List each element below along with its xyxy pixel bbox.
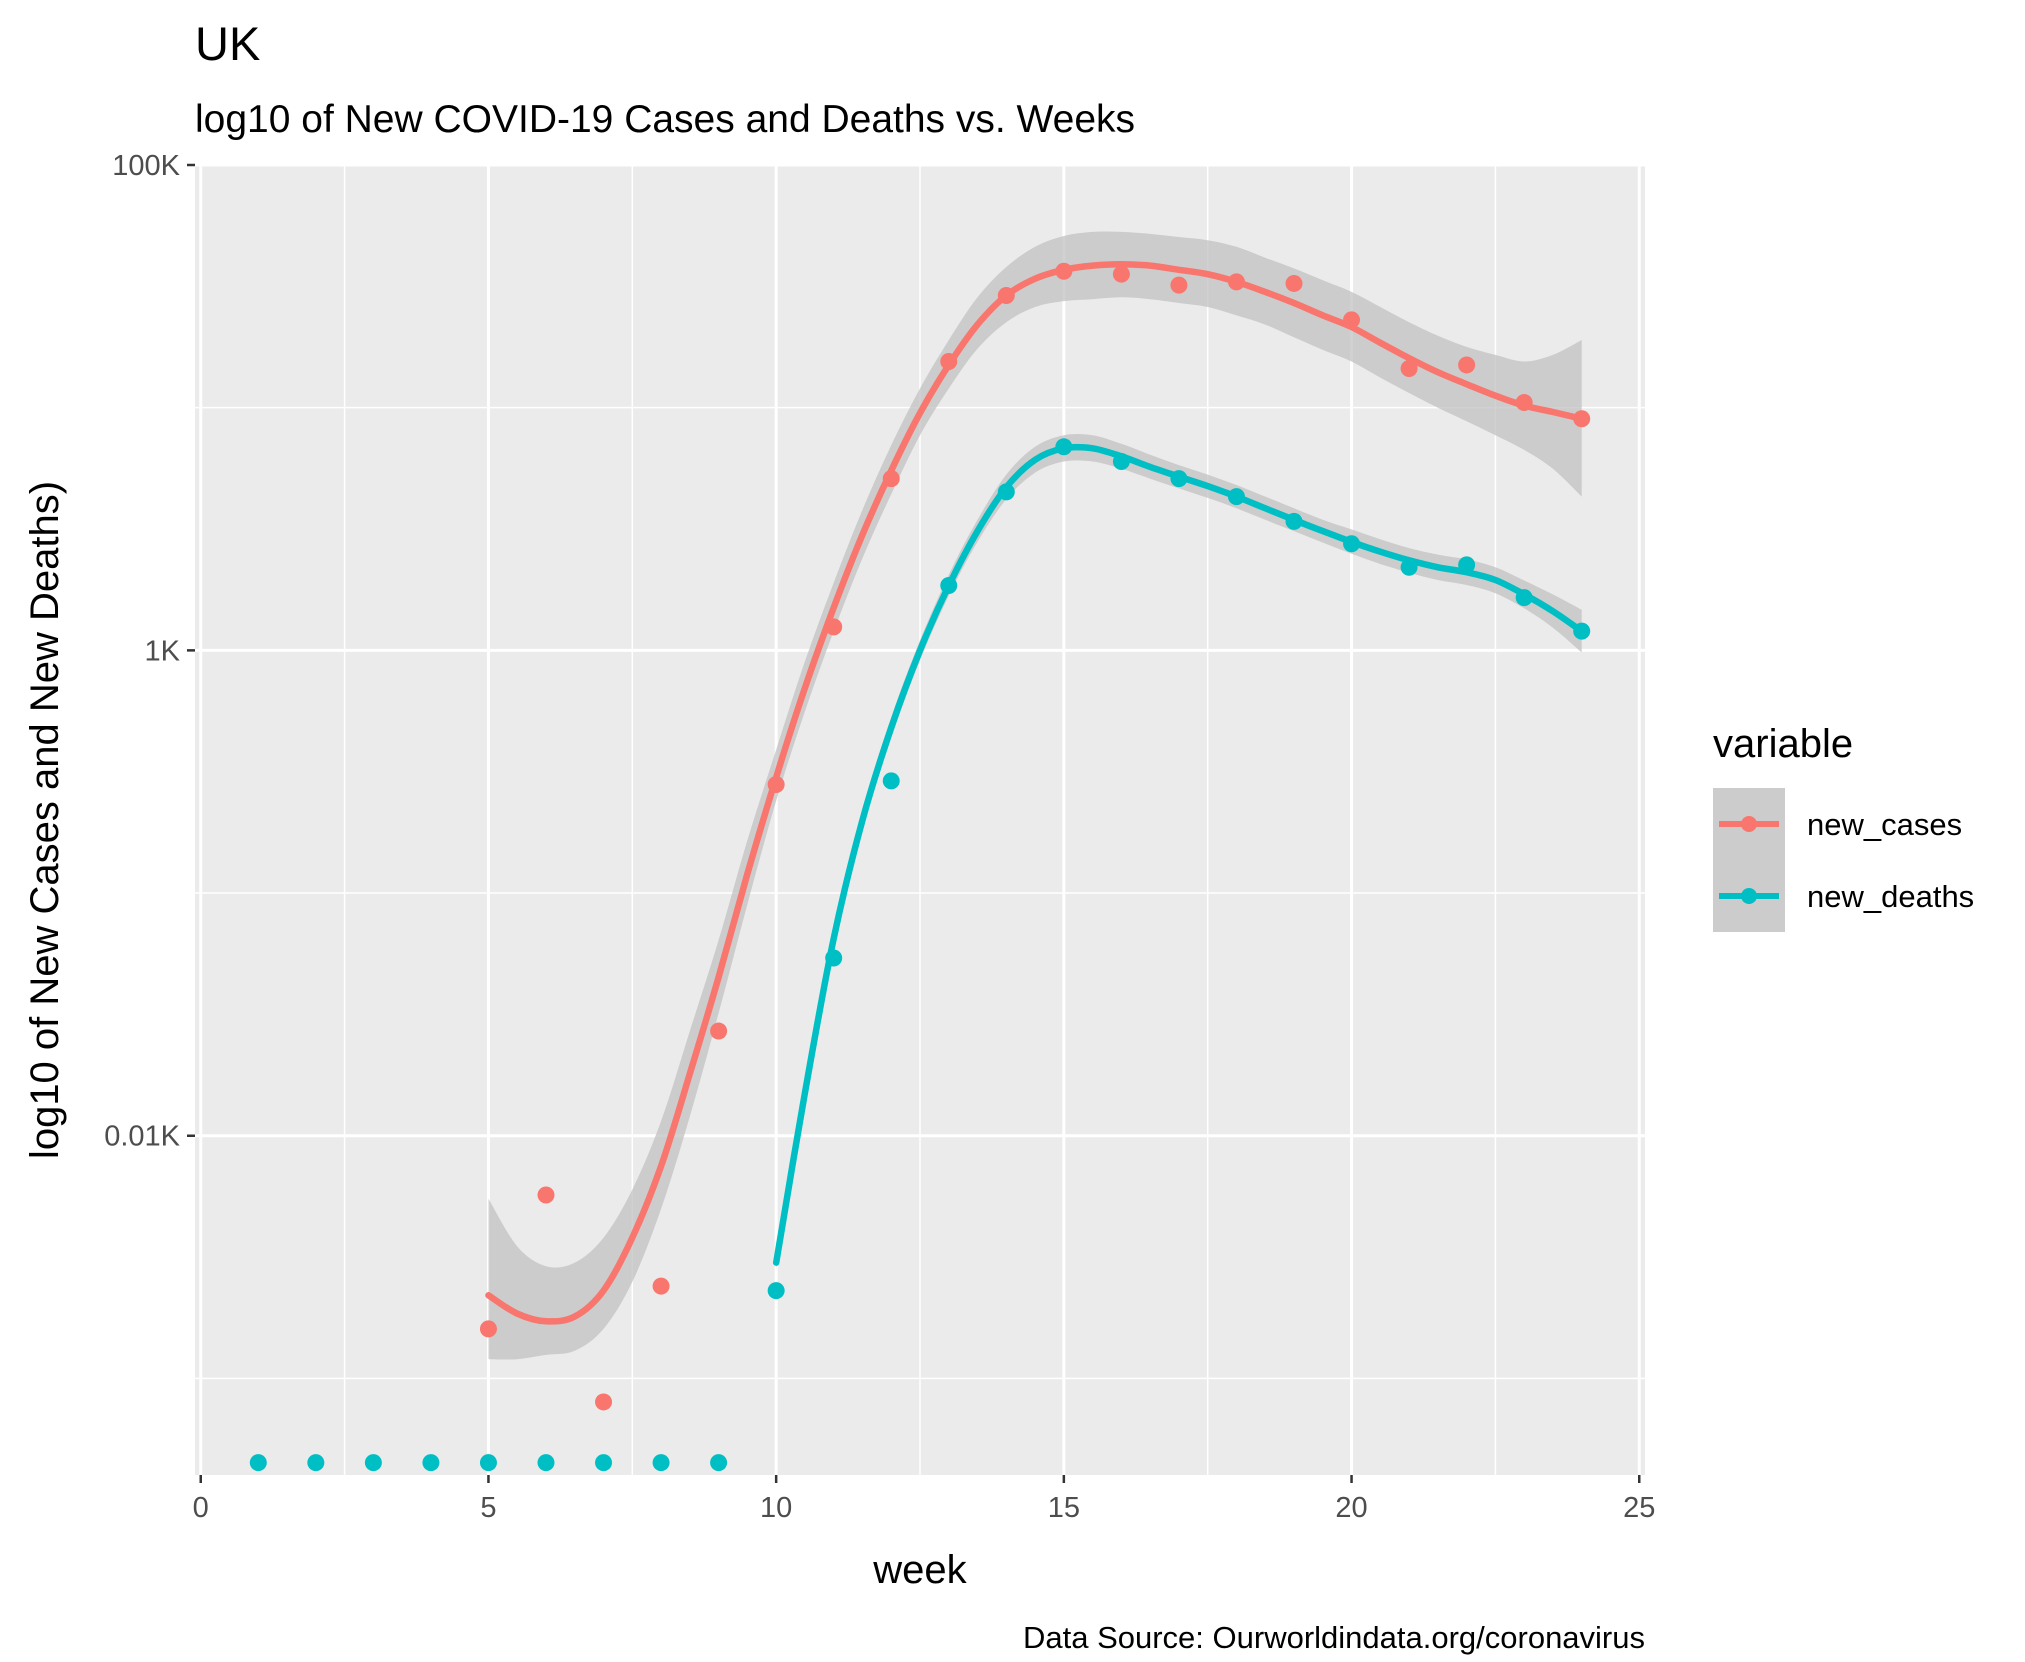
x-tick-label: 10 bbox=[760, 1492, 792, 1524]
caption: Data Source: Ourworldindata.org/coronavi… bbox=[1023, 1620, 1645, 1655]
data-point-new-cases bbox=[1573, 410, 1591, 428]
data-point-new-deaths bbox=[1400, 558, 1418, 576]
data-point-new-cases bbox=[1227, 273, 1245, 291]
data-point-new-cases bbox=[537, 1186, 555, 1204]
data-point-new-deaths bbox=[537, 1454, 555, 1472]
data-point-new-cases bbox=[710, 1022, 728, 1040]
y-tick-label: 100K bbox=[112, 150, 180, 182]
x-tick-label: 0 bbox=[193, 1492, 209, 1524]
data-point-new-deaths bbox=[1227, 488, 1245, 506]
x-axis-label: week bbox=[872, 1548, 967, 1592]
data-point-new-deaths bbox=[1112, 453, 1130, 471]
data-point-new-deaths bbox=[825, 949, 843, 967]
data-point-new-deaths bbox=[1343, 535, 1361, 553]
data-point-new-deaths bbox=[1515, 589, 1533, 607]
data-point-new-cases bbox=[1055, 262, 1073, 280]
data-point-new-cases bbox=[1285, 274, 1303, 292]
legend-label-new-deaths: new_deaths bbox=[1807, 879, 1974, 914]
data-point-new-cases bbox=[997, 286, 1015, 304]
data-point-new-deaths bbox=[364, 1454, 382, 1472]
x-tick-label: 15 bbox=[1048, 1492, 1080, 1524]
data-point-new-deaths bbox=[940, 577, 958, 595]
y-tick-label: 1K bbox=[145, 635, 181, 667]
data-point-new-cases bbox=[1170, 276, 1188, 294]
data-point-new-deaths bbox=[767, 1282, 785, 1300]
y-tick-label: 0.01K bbox=[104, 1121, 180, 1153]
data-point-new-deaths bbox=[997, 483, 1015, 501]
data-point-new-cases bbox=[1458, 356, 1476, 374]
legend-key-point-new-cases bbox=[1741, 816, 1757, 832]
data-point-new-cases bbox=[767, 776, 785, 794]
data-point-new-deaths bbox=[710, 1454, 728, 1472]
data-point-new-cases bbox=[1400, 360, 1418, 378]
x-tick-label: 20 bbox=[1335, 1492, 1367, 1524]
data-point-new-cases bbox=[1343, 311, 1361, 329]
data-point-new-deaths bbox=[1170, 470, 1188, 488]
axis-ticks bbox=[187, 163, 1641, 1483]
data-point-new-deaths bbox=[249, 1454, 267, 1472]
data-point-new-cases bbox=[882, 470, 900, 488]
legend-label-new-cases: new_cases bbox=[1807, 807, 1962, 842]
chart-subtitle: log10 of New COVID-19 Cases and Deaths v… bbox=[195, 98, 1135, 141]
data-point-new-deaths bbox=[479, 1454, 497, 1472]
grid-minor bbox=[195, 165, 1645, 1475]
data-point-new-deaths bbox=[1055, 438, 1073, 456]
data-point-new-deaths bbox=[1285, 512, 1303, 530]
data-point-new-deaths bbox=[652, 1454, 670, 1472]
data-point-new-deaths bbox=[882, 772, 900, 790]
data-point-new-deaths bbox=[1573, 622, 1591, 640]
data-point-new-cases bbox=[652, 1277, 670, 1295]
data-point-new-cases bbox=[595, 1393, 613, 1411]
data-point-new-deaths bbox=[422, 1454, 440, 1472]
legend-title: variable bbox=[1713, 722, 1853, 766]
tick-labels: 0 5 10 15 20 25 0.01K 1K 100K bbox=[104, 150, 1655, 1524]
data-points bbox=[249, 262, 1591, 1472]
chart-title: UK bbox=[195, 17, 260, 70]
data-point-new-cases bbox=[1515, 394, 1533, 412]
data-point-new-deaths bbox=[307, 1454, 325, 1472]
data-point-new-cases bbox=[940, 352, 958, 370]
data-point-new-cases bbox=[825, 618, 843, 636]
data-point-new-cases bbox=[479, 1320, 497, 1338]
data-point-new-deaths bbox=[595, 1454, 613, 1472]
legend: variable new_cases new_deaths bbox=[1713, 722, 1974, 932]
data-point-new-deaths bbox=[1458, 556, 1476, 574]
x-tick-label: 25 bbox=[1623, 1492, 1655, 1524]
x-tick-label: 5 bbox=[480, 1492, 496, 1524]
confidence-band-new-cases bbox=[488, 231, 1582, 1360]
legend-key-point-new-deaths bbox=[1741, 888, 1757, 904]
data-point-new-cases bbox=[1112, 265, 1130, 283]
smooth-line-new-deaths bbox=[772, 443, 1585, 1266]
confidence-bands bbox=[488, 231, 1582, 1360]
y-axis-label: log10 of New Cases and New Deaths) bbox=[23, 481, 67, 1159]
